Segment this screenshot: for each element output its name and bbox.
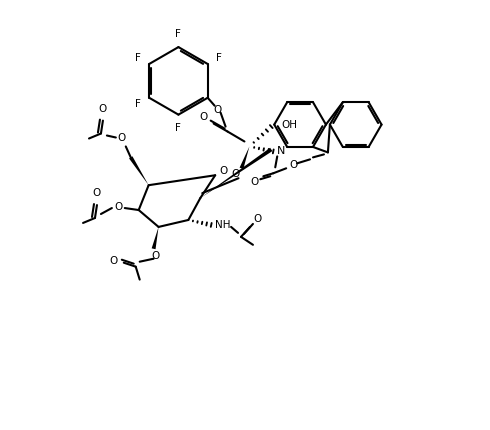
Text: O: O	[199, 112, 208, 122]
Text: O: O	[289, 160, 297, 170]
Text: O: O	[151, 251, 160, 261]
Text: O: O	[110, 256, 118, 266]
Text: OH: OH	[281, 120, 297, 129]
Text: F: F	[175, 123, 181, 132]
Text: F: F	[175, 29, 181, 39]
Text: O: O	[231, 169, 240, 179]
Polygon shape	[129, 156, 148, 185]
Text: O: O	[115, 202, 123, 212]
Text: O: O	[250, 177, 259, 187]
Text: O: O	[219, 166, 227, 176]
Text: O: O	[214, 104, 222, 115]
Text: F: F	[216, 52, 222, 62]
Text: O: O	[93, 188, 101, 198]
Polygon shape	[152, 227, 159, 249]
Polygon shape	[200, 148, 272, 198]
Text: F: F	[135, 99, 141, 109]
Text: N: N	[277, 146, 285, 157]
Text: O: O	[118, 132, 126, 142]
Text: NH: NH	[216, 220, 231, 230]
Text: O: O	[99, 104, 107, 114]
Text: O: O	[254, 214, 262, 224]
Polygon shape	[240, 147, 249, 169]
Text: F: F	[135, 52, 141, 62]
